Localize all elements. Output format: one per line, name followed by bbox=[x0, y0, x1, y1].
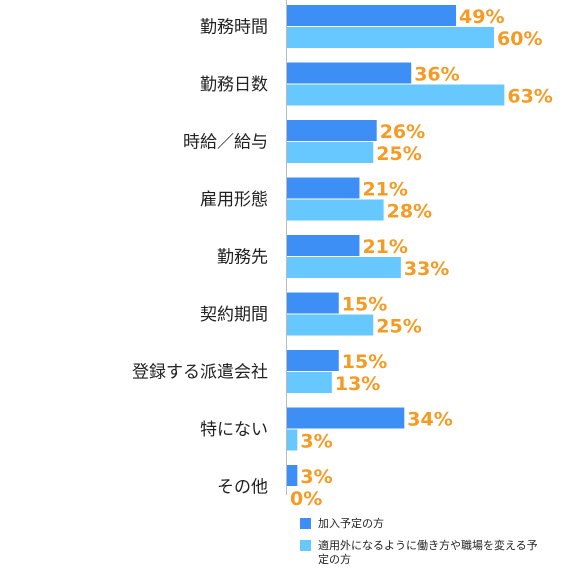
category-label: 時給／給与 bbox=[183, 133, 268, 153]
legend-item-series-2: 適用外になるように働き方や職場を変える予定の方 bbox=[300, 539, 538, 567]
legend-item-series-1: 加入予定の方 bbox=[300, 517, 538, 531]
data-label-series-1: 15% bbox=[342, 351, 387, 373]
data-label-series-1: 34% bbox=[407, 409, 452, 431]
legend-swatch-series-1 bbox=[300, 518, 311, 529]
data-label-series-2: 33% bbox=[404, 258, 449, 280]
data-label-series-1: 36% bbox=[414, 64, 459, 86]
bar-series-2 bbox=[287, 142, 374, 163]
category-label: 特にない bbox=[200, 420, 268, 440]
bar-series-2 bbox=[287, 372, 332, 393]
bar-series-2 bbox=[287, 199, 384, 221]
bar-series-2 bbox=[287, 27, 494, 48]
data-label-series-1: 26% bbox=[380, 121, 425, 143]
data-label-series-2: 25% bbox=[376, 143, 421, 165]
bar-series-2 bbox=[287, 314, 374, 336]
bar-series-2 bbox=[287, 429, 298, 451]
data-label-series-2: 13% bbox=[335, 373, 380, 395]
data-label-series-1: 21% bbox=[362, 179, 407, 201]
data-label-series-1: 21% bbox=[362, 236, 407, 258]
bar-series-2 bbox=[287, 84, 505, 106]
bar-series-2 bbox=[287, 257, 401, 278]
category-label: 勤務時間 bbox=[200, 18, 268, 38]
legend-label-series-1: 加入予定の方 bbox=[318, 517, 384, 530]
category-label: その他 bbox=[217, 478, 268, 498]
chart-marks: 勤務時間 49%60%勤務日数 36%63%時給／給与 26%25%雇用形態 21%28… bbox=[132, 5, 553, 510]
bar-series-1 bbox=[287, 350, 339, 371]
data-label-series-2: 0% bbox=[290, 488, 322, 510]
bar-series-1 bbox=[287, 120, 377, 141]
bar-series-1 bbox=[287, 235, 360, 256]
bar-series-1 bbox=[287, 62, 412, 84]
category-label: 勤務日数 bbox=[200, 75, 268, 95]
data-label-series-1: 49% bbox=[459, 6, 504, 28]
data-label-series-2: 28% bbox=[387, 201, 432, 223]
bar-series-1 bbox=[287, 407, 405, 429]
bar-series-1 bbox=[287, 177, 360, 199]
bar-series-1 bbox=[287, 5, 457, 26]
category-label: 雇用形態 bbox=[200, 190, 268, 210]
bar-series-1 bbox=[287, 292, 339, 314]
data-label-series-1: 3% bbox=[300, 466, 332, 488]
category-label: 登録する派遣会社 bbox=[132, 363, 268, 383]
category-label: 勤務先 bbox=[217, 248, 268, 268]
category-label: 契約期間 bbox=[200, 305, 268, 325]
data-label-series-2: 3% bbox=[300, 431, 332, 453]
bar-series-1 bbox=[287, 465, 298, 486]
legend-label-series-2: 適用外になるように働き方や職場を変える予定の方 bbox=[318, 539, 538, 566]
data-label-series-2: 60% bbox=[497, 28, 542, 50]
data-label-series-2: 63% bbox=[507, 86, 552, 108]
data-label-series-2: 25% bbox=[376, 316, 421, 338]
bar-chart: 勤務時間 49%60%勤務日数 36%63%時給／給与 26%25%雇用形態 21%28… bbox=[132, 0, 553, 510]
data-label-series-1: 15% bbox=[342, 294, 387, 316]
legend-swatch-series-2 bbox=[300, 540, 311, 551]
legend: 加入予定の方 適用外になるように働き方や職場を変える予定の方 bbox=[300, 517, 538, 575]
